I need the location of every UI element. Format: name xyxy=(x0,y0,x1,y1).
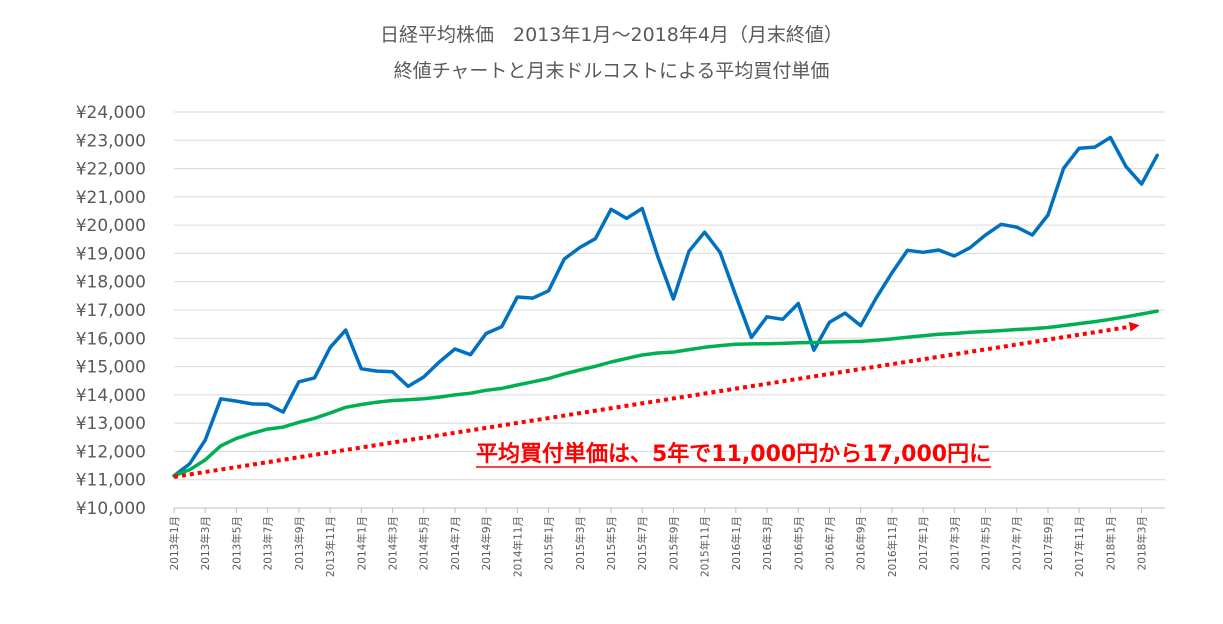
x-tick-label: 2015年11月 xyxy=(699,516,712,577)
x-tick-label: 2017年9月 xyxy=(1042,516,1055,570)
x-tick-label: 2016年7月 xyxy=(823,516,836,570)
x-tick-label: 2017年5月 xyxy=(980,516,993,570)
y-tick-label: ¥15,000 xyxy=(76,358,146,378)
x-tick-label: 2018年3月 xyxy=(1136,516,1149,570)
x-tick-label: 2016年9月 xyxy=(855,516,868,570)
x-tick-label: 2018年1月 xyxy=(1104,516,1117,570)
x-tick-label: 2013年9月 xyxy=(293,516,306,570)
x-tick-label: 2016年1月 xyxy=(730,516,743,570)
x-tick-label: 2015年9月 xyxy=(667,516,680,570)
x-tick-label: 2015年1月 xyxy=(543,516,556,570)
x-tick-label: 2017年3月 xyxy=(948,516,961,570)
y-tick-label: ¥24,000 xyxy=(76,103,146,123)
y-tick-label: ¥11,000 xyxy=(76,471,146,491)
x-tick-label: 2013年1月 xyxy=(168,516,181,570)
y-tick-label: ¥19,000 xyxy=(76,244,146,264)
y-tick-label: ¥22,000 xyxy=(76,160,146,180)
x-tick-label: 2014年1月 xyxy=(355,516,368,570)
chart-subtitle: 終値チャートと月末ドルコストによる平均買付単価 xyxy=(393,60,830,82)
x-tick-label: 2015年3月 xyxy=(574,516,587,570)
x-tick-label: 2014年7月 xyxy=(449,516,462,570)
y-tick-label: ¥10,000 xyxy=(76,499,146,519)
y-tick-label: ¥13,000 xyxy=(76,414,146,434)
x-tick-label: 2014年9月 xyxy=(480,516,493,570)
x-tick-label: 2013年11月 xyxy=(324,516,337,577)
x-tick-label: 2014年5月 xyxy=(418,516,431,570)
x-tick-label: 2017年1月 xyxy=(917,516,930,570)
y-tick-label: ¥17,000 xyxy=(76,301,146,321)
x-tick-label: 2015年5月 xyxy=(605,516,618,570)
y-tick-label: ¥12,000 xyxy=(76,442,146,462)
y-tick-label: ¥14,000 xyxy=(76,386,146,406)
x-tick-label: 2017年7月 xyxy=(1011,516,1024,570)
x-tick-label: 2015年7月 xyxy=(636,516,649,570)
annotation-arrow xyxy=(173,321,1140,479)
annotation-text: 平均買付単価は、5年で11,000円から17,000円に xyxy=(476,441,991,467)
y-tick-label: ¥20,000 xyxy=(76,216,146,236)
series-line-1 xyxy=(172,135,1159,478)
x-tick-label: 2016年5月 xyxy=(792,516,805,570)
x-tick-label: 2014年3月 xyxy=(386,516,399,570)
y-tick-label: ¥18,000 xyxy=(76,273,146,293)
chart-title: 日経平均株価 2013年1月～2018年4月（月末終値） xyxy=(380,24,843,46)
x-tick-label: 2016年11月 xyxy=(886,516,899,577)
y-tick-label: ¥21,000 xyxy=(76,188,146,208)
y-tick-label: ¥16,000 xyxy=(76,329,146,349)
x-tick-label: 2014年11月 xyxy=(511,516,524,577)
x-tick-label: 2016年3月 xyxy=(761,516,774,570)
series-line-2 xyxy=(172,309,1159,478)
x-tick-label: 2013年5月 xyxy=(230,516,243,570)
x-tick-label: 2013年3月 xyxy=(199,516,212,570)
x-tick-label: 2013年7月 xyxy=(262,516,275,570)
x-tick-label: 2017年11月 xyxy=(1073,516,1086,577)
y-tick-label: ¥23,000 xyxy=(76,131,146,151)
